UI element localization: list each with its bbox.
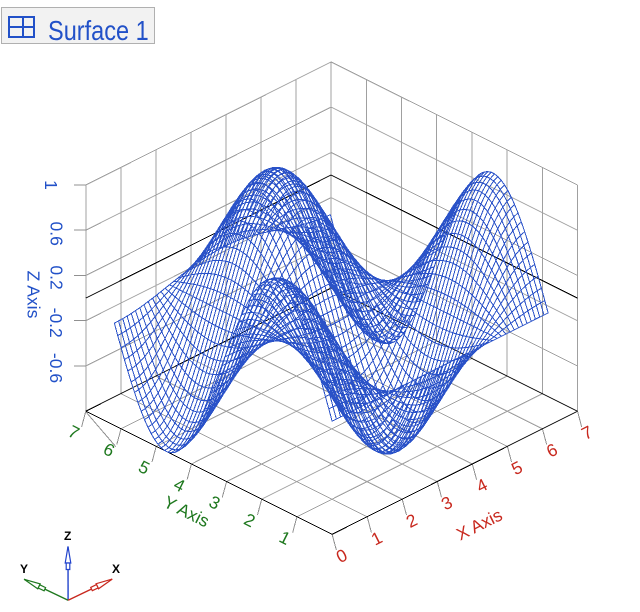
- svg-text:0: 0: [333, 545, 351, 567]
- svg-text:6: 6: [100, 439, 118, 461]
- svg-text:-0.2: -0.2: [46, 308, 66, 338]
- svg-text:0.6: 0.6: [47, 222, 67, 246]
- svg-text:1: 1: [41, 180, 61, 190]
- svg-text:5: 5: [508, 457, 526, 479]
- svg-text:7: 7: [65, 421, 83, 443]
- svg-text:7: 7: [578, 422, 596, 444]
- svg-text:0.2: 0.2: [47, 265, 67, 289]
- svg-text:6: 6: [543, 439, 561, 461]
- svg-text:2: 2: [403, 510, 421, 532]
- svg-text:1: 1: [368, 527, 386, 549]
- svg-text:1: 1: [276, 527, 294, 549]
- svg-text:Z Axis: Z Axis: [24, 271, 44, 319]
- svg-text:X Axis: X Axis: [453, 505, 506, 545]
- svg-text:-0.6: -0.6: [46, 353, 66, 383]
- svg-text:3: 3: [438, 492, 456, 514]
- svg-text:Y Axis: Y Axis: [160, 492, 212, 532]
- svg-text:4: 4: [473, 474, 491, 496]
- svg-text:5: 5: [135, 456, 153, 478]
- svg-text:2: 2: [241, 509, 259, 531]
